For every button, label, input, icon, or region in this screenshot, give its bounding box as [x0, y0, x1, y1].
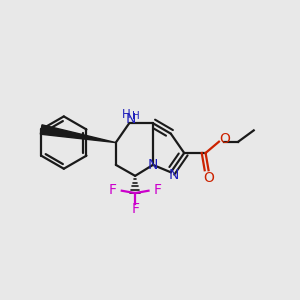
Text: F: F — [131, 202, 139, 216]
Text: F: F — [153, 182, 161, 197]
Text: O: O — [219, 132, 230, 146]
Text: O: O — [203, 171, 214, 184]
Text: F: F — [109, 182, 117, 197]
Polygon shape — [40, 125, 116, 142]
Text: H: H — [122, 108, 130, 122]
Text: H: H — [132, 111, 139, 121]
Text: N: N — [169, 168, 179, 182]
Text: N: N — [126, 112, 136, 126]
Text: N: N — [148, 158, 158, 172]
